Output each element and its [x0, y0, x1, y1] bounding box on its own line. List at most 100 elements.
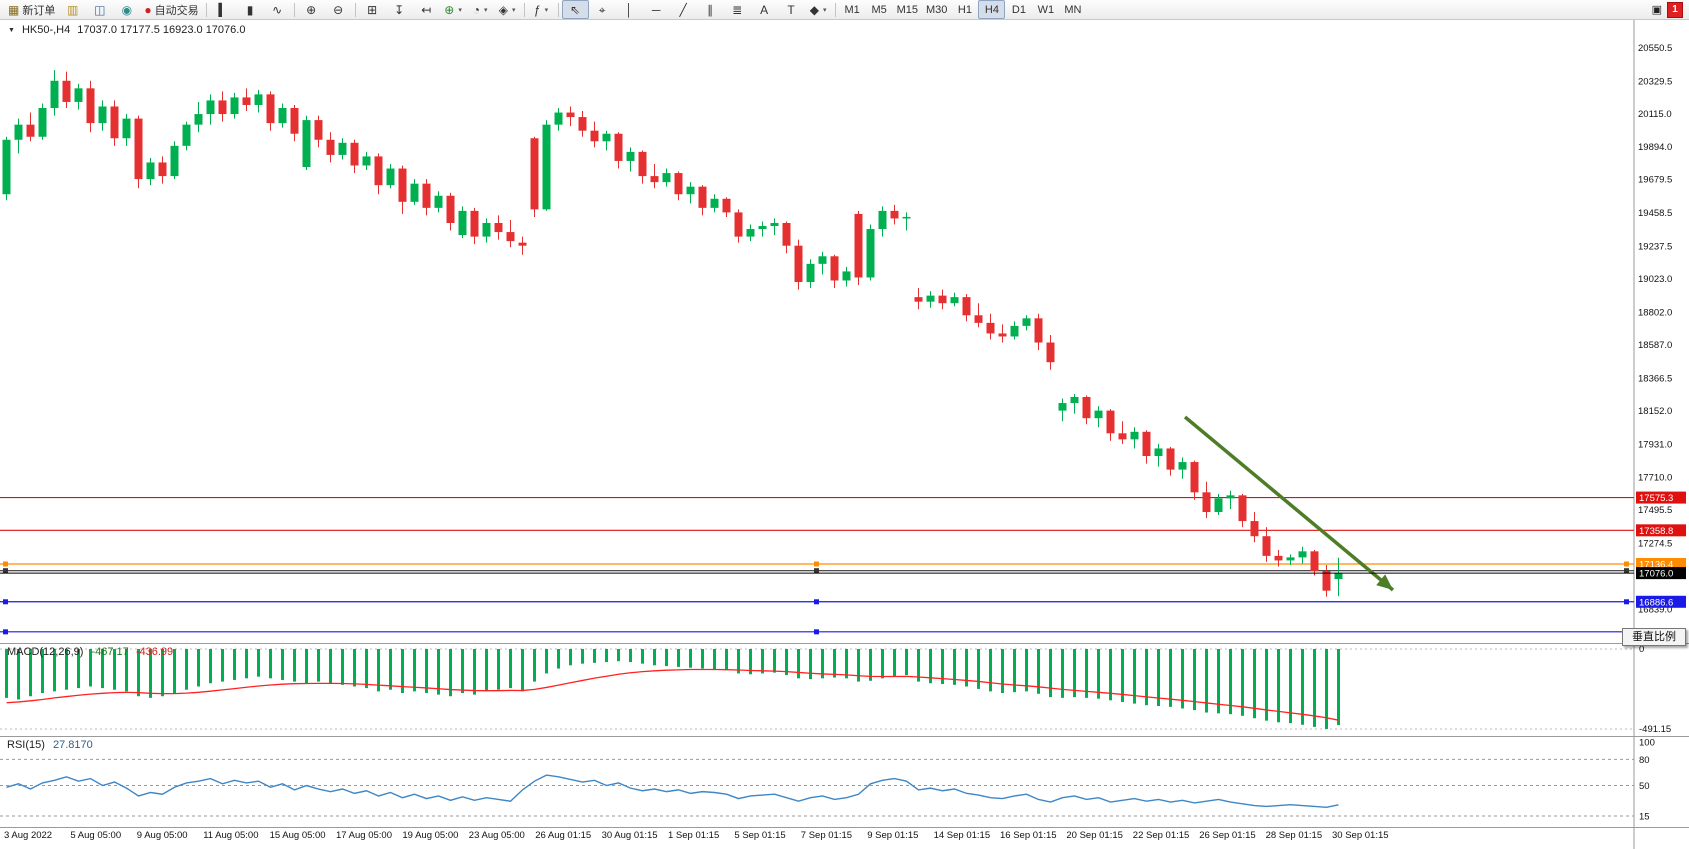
new-order-icon: ▦ — [8, 2, 20, 17]
toolbar-separator — [293, 2, 295, 17]
candles — [2, 70, 1343, 597]
timeframe-m5-button[interactable]: M5 — [866, 0, 893, 19]
vertical-line-tool-button[interactable]: │ — [616, 0, 643, 19]
new-chart-button[interactable]: ⊕ ▾ — [440, 0, 467, 19]
timeframe-m30-label: M30 — [926, 3, 948, 16]
svg-text:17575.3: 17575.3 — [1639, 493, 1673, 504]
chevron-down-icon: ▾ — [458, 6, 462, 14]
chevron-down-icon: ▾ — [483, 6, 488, 14]
candlestick-mode-button[interactable]: ▮ — [237, 0, 264, 19]
svg-text:17495.5: 17495.5 — [1638, 505, 1672, 516]
chevron-down-icon: ▾ — [544, 6, 549, 14]
svg-text:7 Sep 01:15: 7 Sep 01:15 — [801, 830, 852, 841]
rsi-indicator-label: RSI(15) 27.8170 — [7, 739, 93, 751]
crosshair-tool-icon: ⌖ — [598, 2, 606, 17]
svg-text:17136.4: 17136.4 — [1639, 559, 1673, 570]
chart-symbol: HK50-,H4 — [21, 24, 71, 36]
svg-text:9 Sep 01:15: 9 Sep 01:15 — [867, 830, 918, 841]
timeframe-w1-button[interactable]: W1 — [1032, 0, 1059, 19]
time-axis[interactable]: 3 Aug 2022 5 Aug 05:00 9 Aug 05:00 11 Aug 0… — [4, 830, 1389, 841]
new-order-button[interactable]: ▦ 新订单 — [4, 0, 59, 19]
svg-text:3 Aug 2022: 3 Aug 2022 — [4, 830, 52, 841]
tile-windows-button[interactable]: ⊞ — [359, 0, 386, 19]
fibonacci-tool-icon: ≣ — [732, 2, 743, 17]
svg-text:18587.0: 18587.0 — [1638, 340, 1672, 351]
shapes-tool-button[interactable]: ◆ ▾ — [805, 0, 832, 19]
timeframe-d1-button[interactable]: D1 — [1005, 0, 1032, 19]
toolbar-separator — [557, 2, 559, 17]
auto-trading-label: 自动交易 — [154, 4, 199, 17]
timeframe-m15-label: M15 — [896, 3, 918, 16]
svg-text:16886.6: 16886.6 — [1639, 597, 1673, 608]
fibonacci-tool-button[interactable]: ≣ — [724, 0, 751, 19]
cursor-tool-button[interactable]: ⇖ — [561, 0, 589, 19]
svg-text:16839.0: 16839.0 — [1638, 604, 1672, 615]
timeframe-mn-button[interactable]: MN — [1059, 0, 1086, 19]
svg-text:19023.0: 19023.0 — [1638, 274, 1672, 285]
label-tool-icon: T — [787, 2, 795, 17]
timeframe-m5-label: M5 — [871, 3, 887, 16]
templates-menu-button[interactable]: ◈ ▾ — [494, 0, 521, 19]
svg-text:26 Sep 01:15: 26 Sep 01:15 — [1199, 830, 1256, 841]
bar-chart-mode-button[interactable]: ▍ — [210, 0, 237, 19]
price-axis[interactable]: 20550.5 20329.5 20115.0 19894.0 19679.5 19458… — [1636, 43, 1686, 616]
trendline-tool-button[interactable]: ╱ — [670, 0, 697, 19]
svg-text:28 Sep 01:15: 28 Sep 01:15 — [1266, 830, 1323, 841]
timeframe-m1-button[interactable]: M1 — [839, 0, 866, 19]
period-menu-button[interactable]: ◔ ▾ — [467, 0, 494, 19]
cursor-tool-icon: ⇖ — [570, 2, 581, 17]
svg-text:9 Aug 05:00: 9 Aug 05:00 — [137, 830, 188, 841]
zoom-out-icon: ⊖ — [333, 2, 344, 17]
horizontal-line-tool-button[interactable]: ─ — [643, 0, 670, 19]
notification-badge[interactable]: 1 — [1667, 1, 1683, 18]
vertical-scale-tooltip: 垂直比例 — [1622, 628, 1686, 646]
toolbar: ▦ 新订单 ▥ ◫ ◉ ● 自动交易 ▍ ▮ ∿ ⊕ ⊖ ⊞ ↧ ↤ ⊕ ▾ ◔ ▾ ◈ ▾ ƒ ▾ ⇖ ⌖ │ ─ ╱ ∥ ≣ A T ◆ ▾ M… — [0, 0, 1689, 20]
restore-window-icon[interactable]: ▣ — [1651, 4, 1662, 16]
svg-text:20329.5: 20329.5 — [1638, 76, 1672, 87]
new-chart-icon: ⊕ — [444, 2, 455, 17]
label-tool-button[interactable]: T — [778, 0, 805, 19]
timeframe-h4-button[interactable]: H4 — [978, 0, 1006, 19]
timeframe-h1-button[interactable]: H1 — [951, 0, 978, 19]
svg-text:80: 80 — [1639, 755, 1650, 766]
svg-text:17274.5: 17274.5 — [1638, 539, 1672, 550]
macd-panel: 0 -491.15 — [0, 644, 1671, 735]
publish-chart-button[interactable]: ◫ — [86, 0, 113, 19]
svg-text:17076.0: 17076.0 — [1639, 569, 1673, 580]
auto-trading-button[interactable]: ● 自动交易 — [140, 0, 202, 19]
chevron-down-icon: ▾ — [822, 6, 827, 14]
chart-area[interactable]: 20550.5 20329.5 20115.0 19894.0 19679.5 19458… — [0, 20, 1689, 849]
trend-arrow[interactable] — [1183, 415, 1395, 592]
macd-name: MACD(12,26,9) — [7, 646, 84, 658]
timeframe-m15-button[interactable]: M15 — [893, 0, 922, 19]
timeframe-m30-button[interactable]: M30 — [922, 0, 951, 19]
rsi-name: RSI(15) — [7, 739, 45, 751]
indicators-menu-button[interactable]: ƒ ▾ — [528, 0, 555, 19]
line-chart-mode-button[interactable]: ∿ — [264, 0, 291, 19]
text-tool-button[interactable]: A — [751, 0, 778, 19]
chart-window-button[interactable]: ▥ — [59, 0, 86, 19]
svg-text:30 Sep 01:15: 30 Sep 01:15 — [1332, 830, 1389, 841]
sound-alert-button[interactable]: ◉ — [113, 0, 140, 19]
svg-text:1 Sep 01:15: 1 Sep 01:15 — [668, 830, 719, 841]
svg-text:18152.0: 18152.0 — [1638, 406, 1672, 417]
svg-text:50: 50 — [1639, 781, 1650, 792]
timeframe-w1-label: W1 — [1037, 3, 1055, 16]
panel-separators — [0, 20, 1689, 849]
svg-text:20550.5: 20550.5 — [1638, 43, 1672, 54]
macd-indicator-label: MACD(12,26,9) -467.17 -436.99 — [7, 646, 173, 658]
horizontal-lines[interactable] — [0, 496, 1634, 635]
crosshair-tool-button[interactable]: ⌖ — [589, 0, 616, 19]
svg-text:19679.5: 19679.5 — [1638, 175, 1672, 186]
collapse-triangle-icon[interactable]: ▼ — [8, 26, 15, 34]
chart-shift-button[interactable]: ↤ — [413, 0, 440, 19]
auto-trading-icon: ● — [144, 2, 152, 17]
svg-text:15 Aug 05:00: 15 Aug 05:00 — [270, 830, 326, 841]
zoom-in-button[interactable]: ⊕ — [298, 0, 325, 19]
channel-tool-button[interactable]: ∥ — [697, 0, 724, 19]
auto-scroll-button[interactable]: ↧ — [386, 0, 413, 19]
vertical-line-tool-icon: │ — [625, 2, 633, 17]
zoom-out-button[interactable]: ⊖ — [325, 0, 352, 19]
svg-text:23 Aug 05:00: 23 Aug 05:00 — [469, 830, 525, 841]
